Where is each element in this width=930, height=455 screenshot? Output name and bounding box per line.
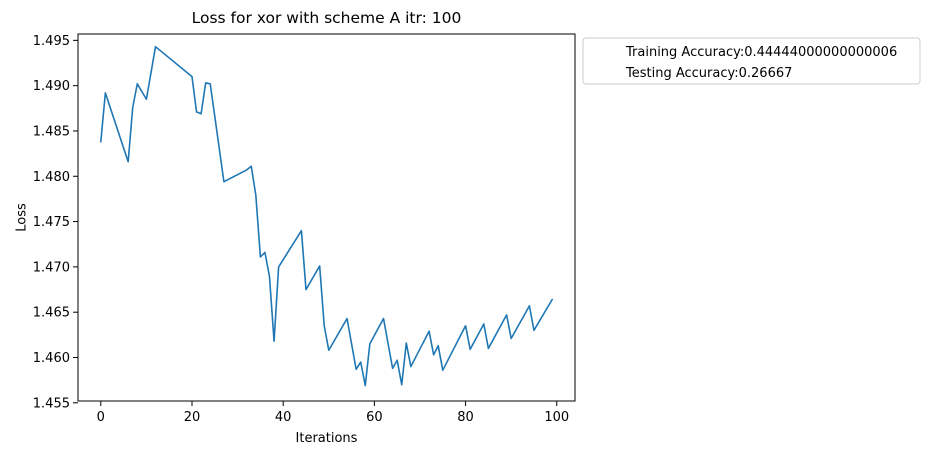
plot-frame — [77, 33, 576, 402]
y-tick-label: 1.495 — [33, 34, 70, 49]
x-tick-label: 100 — [544, 410, 569, 425]
y-tick-label: 1.490 — [33, 79, 70, 94]
legend: Training Accuracy:0.44444000000000006 Te… — [582, 37, 921, 85]
loss-series-line — [100, 45, 554, 387]
chart-title: Loss for xor with scheme A itr: 100 — [192, 9, 462, 27]
x-axis-title: Iterations — [296, 431, 358, 446]
x-tick-label: 40 — [275, 410, 292, 425]
y-tick-label: 1.480 — [33, 170, 70, 185]
legend-entry-training-accuracy: Training Accuracy:0.44444000000000006 — [625, 45, 897, 60]
plot-area: 0 20 40 60 80 100 1.455 1.460 1.465 1.470 1.475 1.4… — [33, 33, 576, 425]
x-tick-label: 20 — [184, 410, 201, 425]
y-tick-label: 1.475 — [33, 215, 70, 230]
y-tick-label: 1.465 — [33, 306, 70, 321]
y-tick-label: 1.455 — [33, 396, 70, 411]
x-tick-label: 0 — [97, 410, 105, 425]
legend-entry-testing-accuracy: Testing Accuracy:0.26667 — [625, 66, 792, 81]
legend-box — [582, 37, 921, 85]
x-tick-label: 60 — [366, 410, 383, 425]
y-axis-title: Loss — [15, 203, 30, 232]
y-tick-label: 1.485 — [33, 124, 70, 139]
x-tick-label: 80 — [457, 410, 474, 425]
y-tick-label: 1.470 — [33, 260, 70, 275]
y-tick-label: 1.460 — [33, 351, 70, 366]
